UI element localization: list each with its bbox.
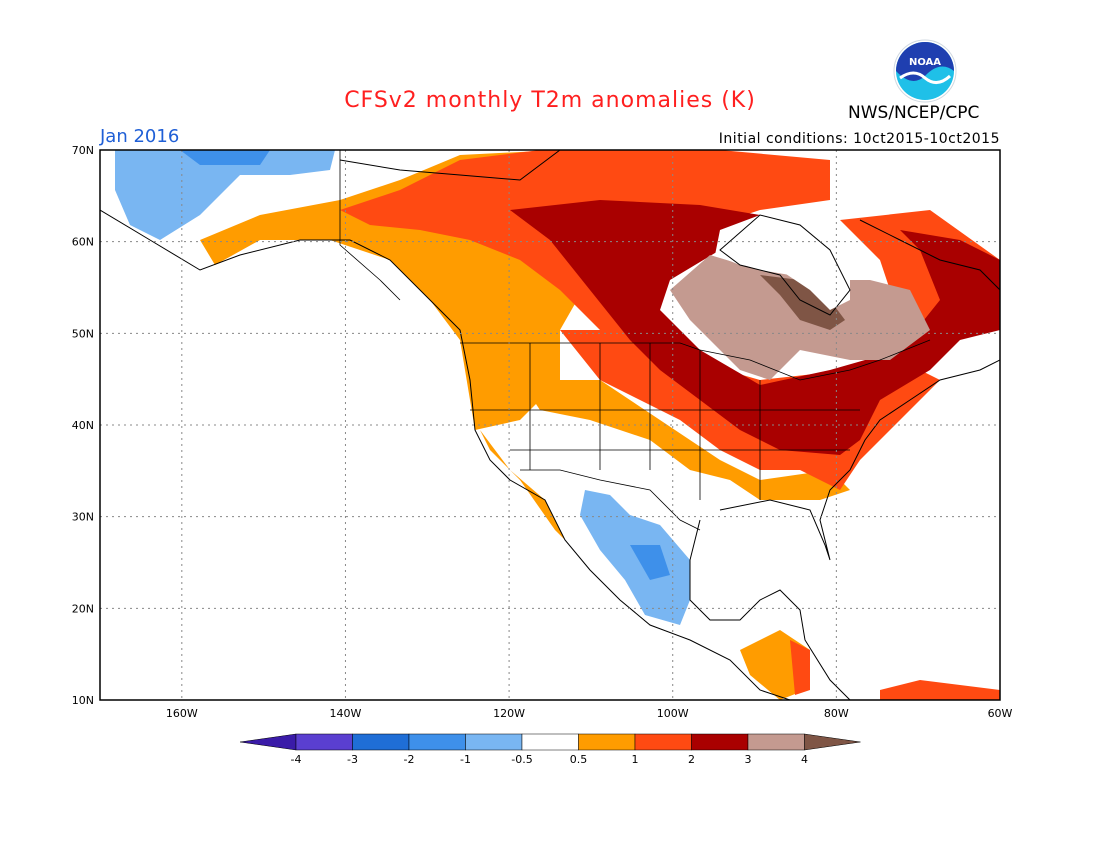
- month-label: Jan 2016: [100, 126, 180, 147]
- colorbar-min-triangle: [239, 733, 297, 751]
- lon-tick-label: 140W: [330, 707, 362, 720]
- lon-tick-label: 160W: [166, 707, 198, 720]
- coast-gulf: [689, 519, 851, 700]
- lat-tick-label: 20N: [72, 602, 94, 615]
- map-grid: [100, 150, 1000, 700]
- colorbar-max-triangle: [804, 733, 861, 751]
- colorbar-swatch: [521, 733, 579, 751]
- coast-arctic: [339, 150, 561, 181]
- anomaly-red-ca: [790, 640, 810, 695]
- lat-tick-label: 50N: [72, 327, 94, 340]
- borders: [339, 150, 931, 531]
- anomaly-darkred: [510, 200, 1000, 455]
- colorbar-level-label: 2: [688, 753, 695, 766]
- colorbar-swatch: [578, 733, 636, 751]
- anomaly-blue-alaska: [180, 150, 270, 165]
- lat-tick-label: 40N: [72, 419, 94, 432]
- anomaly-red-caribbean: [880, 680, 1000, 700]
- colorbar-level-label: 0.5: [570, 753, 588, 766]
- coast-north-america: [100, 209, 791, 700]
- lat-tick-label: 10N: [72, 694, 94, 707]
- lon-tick-label: 120W: [493, 707, 525, 720]
- border-us-mexico: [520, 469, 701, 531]
- colorbar-level-label: -2: [404, 753, 415, 766]
- lon-tick-label: 80W: [824, 707, 849, 720]
- coastlines: [100, 150, 1000, 700]
- lat-tick-label: 70N: [72, 144, 94, 157]
- colorbar-level-label: 4: [801, 753, 808, 766]
- colorbar-level-label: 1: [632, 753, 639, 766]
- colorbar-level-label: 3: [745, 753, 752, 766]
- colorbar-swatch: [295, 733, 353, 751]
- chart-title: CFSv2 monthly T2m anomalies (K): [344, 88, 756, 113]
- agency-label: NWS/NCEP/CPC: [848, 103, 980, 123]
- anomaly-lightblue-mexico: [580, 490, 690, 625]
- colorbar-swatch: [634, 733, 692, 751]
- anomaly-lightblue-alaska: [115, 150, 335, 240]
- border-us-canada: [460, 339, 931, 381]
- colorbar-level-label: -3: [347, 753, 358, 766]
- colorbar-swatch: [465, 733, 523, 751]
- lon-tick-label: 60W: [988, 707, 1013, 720]
- noaa-logo-text: NOAA: [909, 57, 941, 68]
- anomaly-brown: [760, 275, 845, 330]
- noaa-logo-icon: NOAA: [893, 39, 957, 103]
- colorbar-level-label: -1: [460, 753, 471, 766]
- coast-hudson: [719, 214, 851, 316]
- initial-conditions-label: Initial conditions: 10ct2015-10ct2015: [718, 131, 1000, 147]
- colorbar-swatch: [691, 733, 749, 751]
- lon-tick-label: 100W: [657, 707, 689, 720]
- coast-labrador: [859, 219, 1000, 291]
- colorbar: -4 -3 -2 -1 -0.5 0.5 1 2 3 4: [239, 733, 861, 766]
- colorbar-swatch: [408, 733, 466, 751]
- map-frame: [99, 149, 1001, 701]
- latitude-labels: 10N 20N 30N 40N 50N 60N 70N: [72, 144, 94, 707]
- colorbar-level-label: -0.5: [511, 753, 532, 766]
- anomaly-orange-south: [480, 430, 565, 540]
- lat-tick-label: 60N: [72, 236, 94, 249]
- colorbar-swatch: [747, 733, 805, 751]
- anomaly-blue-mexico: [630, 545, 670, 580]
- lat-tick-label: 30N: [72, 511, 94, 524]
- colorbar-level-label: -4: [291, 753, 302, 766]
- longitude-labels: 160W 140W 120W 100W 80W 60W: [166, 707, 1013, 720]
- colorbar-swatch: [352, 733, 410, 751]
- border-alaska-canada: [339, 150, 401, 301]
- coast-east: [719, 359, 1000, 561]
